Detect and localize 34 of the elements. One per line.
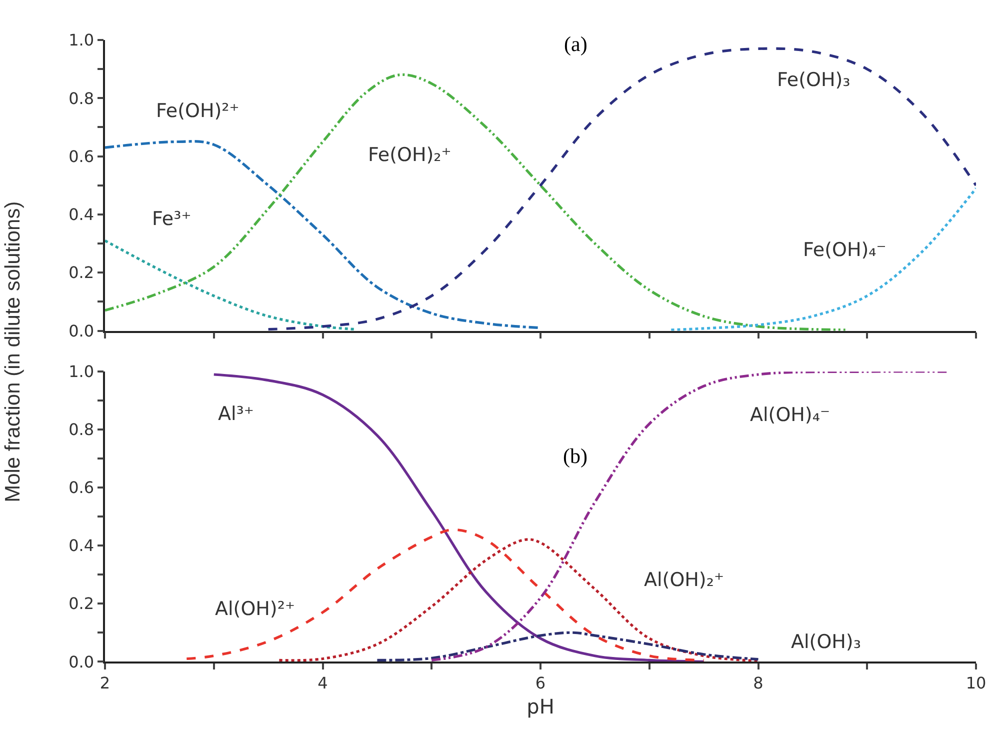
x-tick-label: 10 bbox=[966, 674, 986, 693]
series-label: Fe(OH)²⁺ bbox=[156, 100, 240, 122]
y-tick-label: 0.6 bbox=[68, 146, 94, 166]
series-label: Fe(OH)₃ bbox=[777, 69, 850, 91]
series-label: Al(OH)₄⁻ bbox=[750, 404, 830, 426]
y-tick-label: 0.0 bbox=[68, 652, 94, 672]
series-label: Fe³⁺ bbox=[152, 208, 192, 230]
y-tick-label: 0.2 bbox=[68, 263, 94, 282]
y-tick-label: 0.8 bbox=[68, 420, 94, 440]
series-label: Al(OH)₃ bbox=[791, 631, 861, 653]
y-tick-label: 1.0 bbox=[68, 30, 94, 50]
series-label: Al(OH)₂⁺ bbox=[644, 569, 724, 591]
series-label: Fe(OH)₂⁺ bbox=[368, 144, 452, 166]
annotation: (a) bbox=[564, 32, 588, 56]
x-tick-label: 4 bbox=[318, 674, 328, 693]
series-label: Al³⁺ bbox=[218, 403, 254, 425]
y-tick-label: 0.0 bbox=[68, 321, 94, 340]
y-tick-label: 0.4 bbox=[68, 205, 94, 224]
x-tick-label: 8 bbox=[753, 674, 764, 693]
x-tick-label: 6 bbox=[535, 674, 546, 693]
y-tick-label: 1.0 bbox=[68, 362, 94, 382]
x-tick-label: 2 bbox=[100, 674, 110, 693]
line-series bbox=[376, 631, 760, 662]
y-tick-label: 0.4 bbox=[68, 536, 94, 556]
series-label: Fe(OH)₄⁻ bbox=[803, 239, 886, 261]
annotation: (b) bbox=[563, 444, 588, 468]
y-axis-title: Mole fraction (in dilute solutions) bbox=[2, 201, 25, 502]
y-tick-label: 0.6 bbox=[68, 478, 94, 498]
line-series bbox=[105, 239, 357, 331]
x-axis-title: pH bbox=[526, 694, 554, 719]
line-series bbox=[670, 186, 976, 331]
y-tick-label: 0.2 bbox=[68, 594, 94, 614]
y-tick-label: 0.8 bbox=[68, 88, 94, 108]
series-label: Al(OH)²⁺ bbox=[215, 598, 295, 620]
